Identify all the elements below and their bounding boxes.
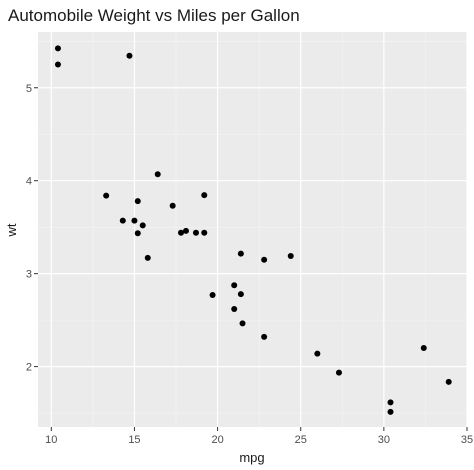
x-tick-label: 25 — [295, 434, 307, 446]
data-point — [139, 222, 146, 229]
data-point — [144, 254, 151, 261]
data-point — [192, 229, 199, 236]
data-point — [182, 227, 189, 234]
data-point — [201, 192, 208, 199]
x-axis: 10 15 20 25 30 35 — [45, 427, 473, 446]
data-point — [335, 369, 342, 376]
data-point — [126, 52, 133, 59]
plot-panel — [38, 32, 467, 427]
data-point — [387, 399, 394, 406]
x-tick-label: 20 — [211, 434, 223, 446]
data-point — [420, 345, 427, 351]
x-tick-label: 15 — [128, 434, 140, 446]
data-point — [237, 250, 244, 257]
y-tick-label: 3 — [26, 269, 32, 281]
chart-title: Automobile Weight vs Miles per Gallon — [8, 6, 300, 25]
data-point — [261, 333, 268, 340]
data-point — [154, 171, 161, 178]
data-point — [445, 378, 452, 385]
x-tick-label: 30 — [378, 434, 390, 446]
data-points — [54, 45, 452, 415]
y-axis-title: wt — [4, 223, 19, 237]
data-point — [201, 229, 208, 236]
y-tick-label: 2 — [26, 362, 32, 374]
y-tick-label: 4 — [26, 176, 32, 188]
data-point — [261, 256, 268, 263]
data-point — [103, 192, 110, 199]
data-point — [178, 229, 184, 236]
data-point — [231, 305, 238, 312]
x-tick-label: 10 — [45, 434, 57, 446]
data-point — [169, 202, 176, 209]
data-point — [134, 198, 141, 205]
y-tick-label: 5 — [26, 83, 32, 95]
data-point — [231, 282, 238, 289]
y-axis: 2 3 4 5 — [26, 83, 38, 374]
x-tick-label: 35 — [461, 434, 473, 446]
grid-minor — [38, 32, 467, 427]
data-point — [387, 408, 394, 415]
data-point — [134, 230, 141, 237]
data-point — [131, 217, 138, 224]
data-point — [119, 217, 126, 224]
data-point — [287, 252, 294, 259]
data-point — [54, 61, 61, 68]
data-point — [237, 291, 244, 298]
data-point — [314, 350, 321, 357]
data-point — [209, 292, 216, 299]
grid-major — [38, 32, 468, 427]
data-point — [239, 320, 246, 327]
x-axis-title: mpg — [239, 450, 264, 465]
data-point — [54, 45, 61, 52]
